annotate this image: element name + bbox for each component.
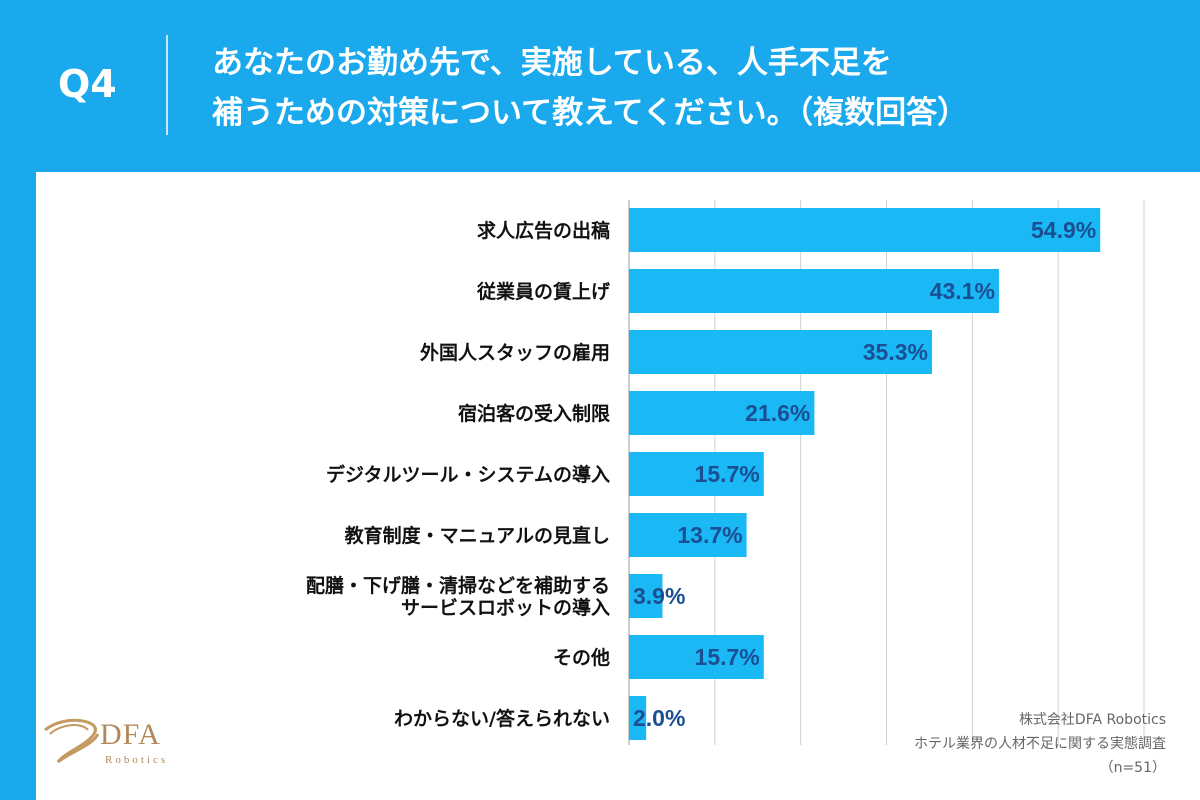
chart-panel <box>36 172 1200 800</box>
logo-sub: Robotics <box>105 754 169 766</box>
category-label: 求人広告の出稿 <box>477 219 610 242</box>
question-number: Q4 <box>58 62 117 106</box>
logo-name: DFA <box>100 718 161 751</box>
value-labels: 54.9% 43.1% 35.3% 21.6% 15.7% 13.7% 3.9% 15.7% 2… <box>633 217 1096 731</box>
category-labels: 求人広告の出稿従業員の賃上げ外国人スタッフの雇用宿泊客の受入制限デジタルツール・… <box>306 219 611 730</box>
value-label: 2.0% <box>633 705 685 731</box>
value-label: 43.1% <box>930 278 995 304</box>
bar <box>629 452 764 496</box>
source-survey: ホテル業界の人材不足に関する実態調査 <box>914 736 1166 752</box>
category-label: 教育制度・マニュアルの見直し <box>345 524 610 547</box>
source-n: （n=51） <box>1099 760 1166 776</box>
category-label: 従業員の賃上げ <box>476 280 611 303</box>
bar <box>629 513 747 557</box>
bar <box>629 574 663 618</box>
category-label: 宿泊客の受入制限 <box>458 402 610 425</box>
question-text: あなたのお勤め先で、実施している、人手不足を 補うための対策について教えてくださ… <box>212 38 1172 138</box>
question-line-2: 補うための対策について教えてください。（複数回答） <box>212 95 969 131</box>
value-label: 54.9% <box>1031 217 1096 243</box>
dfa-logo-icon <box>44 718 100 764</box>
value-label: 35.3% <box>863 339 928 365</box>
source-company: 株式会社DFA Robotics <box>1018 712 1166 728</box>
bar <box>629 635 764 679</box>
value-label: 21.6% <box>745 400 810 426</box>
bar <box>629 330 932 374</box>
header-divider <box>166 35 168 135</box>
category-label: わからない/答えられない <box>394 707 610 730</box>
question-line-1: あなたのお勤め先で、実施している、人手不足を <box>212 45 892 81</box>
value-label: 15.7% <box>695 644 760 670</box>
category-label: デジタルツール・システムの導入 <box>326 463 610 486</box>
header: Q4 あなたのお勤め先で、実施している、人手不足を 補うための対策について教えて… <box>0 0 1200 165</box>
category-label: 配膳・下げ膳・清掃などを補助する <box>306 574 610 597</box>
category-label: 外国人スタッフの雇用 <box>420 341 610 364</box>
value-label: 13.7% <box>677 522 742 548</box>
category-label: サービスロボットの導入 <box>401 596 610 619</box>
bar <box>629 391 815 435</box>
source-note: 株式会社DFA Robotics ホテル業界の人材不足に関する実態調査 （n=5… <box>914 708 1166 780</box>
bar <box>629 208 1101 252</box>
value-label: 3.9% <box>633 583 685 609</box>
value-label: 15.7% <box>695 461 760 487</box>
bar <box>629 696 647 740</box>
bars <box>629 208 1101 740</box>
bar <box>629 269 999 313</box>
category-label: その他 <box>553 646 610 669</box>
